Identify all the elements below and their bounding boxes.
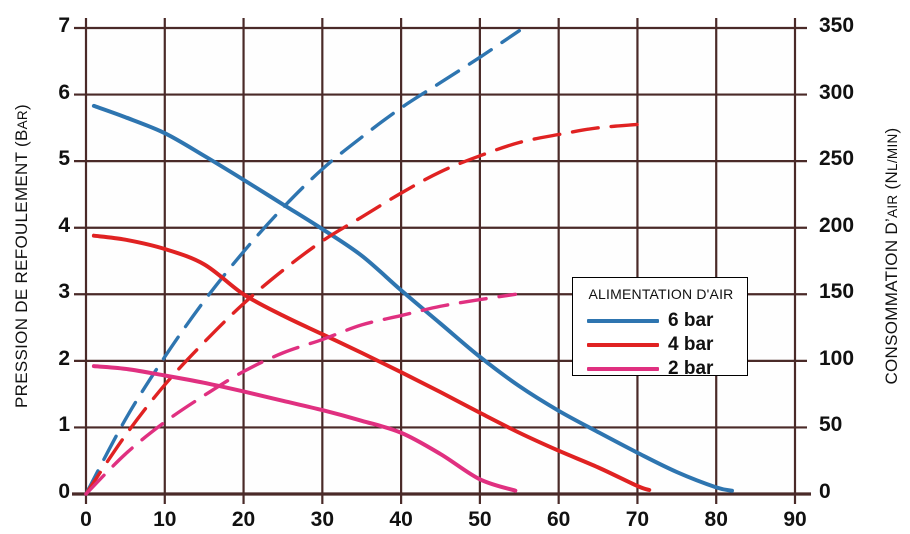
legend-swatch-6bar	[587, 319, 659, 323]
y-tick-right-0: 0	[819, 480, 831, 503]
y-axis-left-title: PRESSION DE REFOULEMENT (BAR)	[12, 104, 31, 408]
x-tick-40: 40	[389, 508, 413, 531]
y-tick-right-100: 100	[819, 346, 855, 370]
legend-title: ALIMENTATION D'AIR	[588, 286, 734, 302]
series-6bar-consumption	[84, 28, 521, 496]
x-tick-80: 80	[704, 508, 728, 531]
legend-item-6bar: 6 bar	[573, 310, 749, 332]
x-tick-0: 0	[80, 508, 92, 531]
y-tick-right-250: 250	[819, 147, 855, 171]
y-tick-left-5: 5	[58, 147, 70, 171]
x-tick-30: 30	[310, 508, 334, 531]
legend-swatch-4bar	[587, 343, 659, 347]
y-tick-left-1: 1	[58, 413, 70, 437]
legend-item-4bar: 4 bar	[573, 334, 749, 356]
y-tick-right-350: 350	[819, 14, 855, 37]
series-4bar-pressure	[91, 233, 652, 493]
legend-item-2bar: 2 bar	[573, 358, 749, 380]
x-tick-90: 90	[783, 508, 807, 531]
series-4bar-consumption	[84, 122, 648, 496]
series-6bar-pressure	[91, 103, 734, 493]
y-tick-right-150: 150	[819, 280, 855, 304]
legend-swatch-2bar	[587, 367, 659, 371]
x-tick-70: 70	[625, 508, 650, 531]
series-2bar-consumption	[84, 292, 518, 496]
legend-label-4bar: 4 bar	[668, 334, 714, 355]
y-tick-left-7: 7	[58, 14, 70, 37]
series-2bar-pressure	[91, 364, 518, 493]
y-tick-right-200: 200	[819, 213, 855, 237]
y-tick-left-2: 2	[58, 346, 70, 370]
y-axis-right-title: CONSOMMATION D’AIR (NL/MIN)	[882, 127, 901, 385]
y-tick-right-50: 50	[819, 413, 843, 437]
y-tick-right-300: 300	[819, 80, 855, 104]
y-tick-left-6: 6	[58, 80, 70, 104]
legend: ALIMENTATION D'AIR 6 bar 4 bar 2 bar	[572, 277, 749, 379]
x-tick-20: 20	[231, 508, 256, 531]
x-tick-50: 50	[468, 508, 492, 531]
legend-label-2bar: 2 bar	[668, 358, 714, 379]
x-tick-10: 10	[153, 508, 177, 531]
legend-label-6bar: 6 bar	[668, 310, 714, 331]
x-tick-60: 60	[546, 508, 571, 531]
y-tick-left-0: 0	[58, 480, 70, 503]
y-tick-left-4: 4	[58, 213, 70, 237]
y-tick-left-3: 3	[58, 280, 70, 304]
